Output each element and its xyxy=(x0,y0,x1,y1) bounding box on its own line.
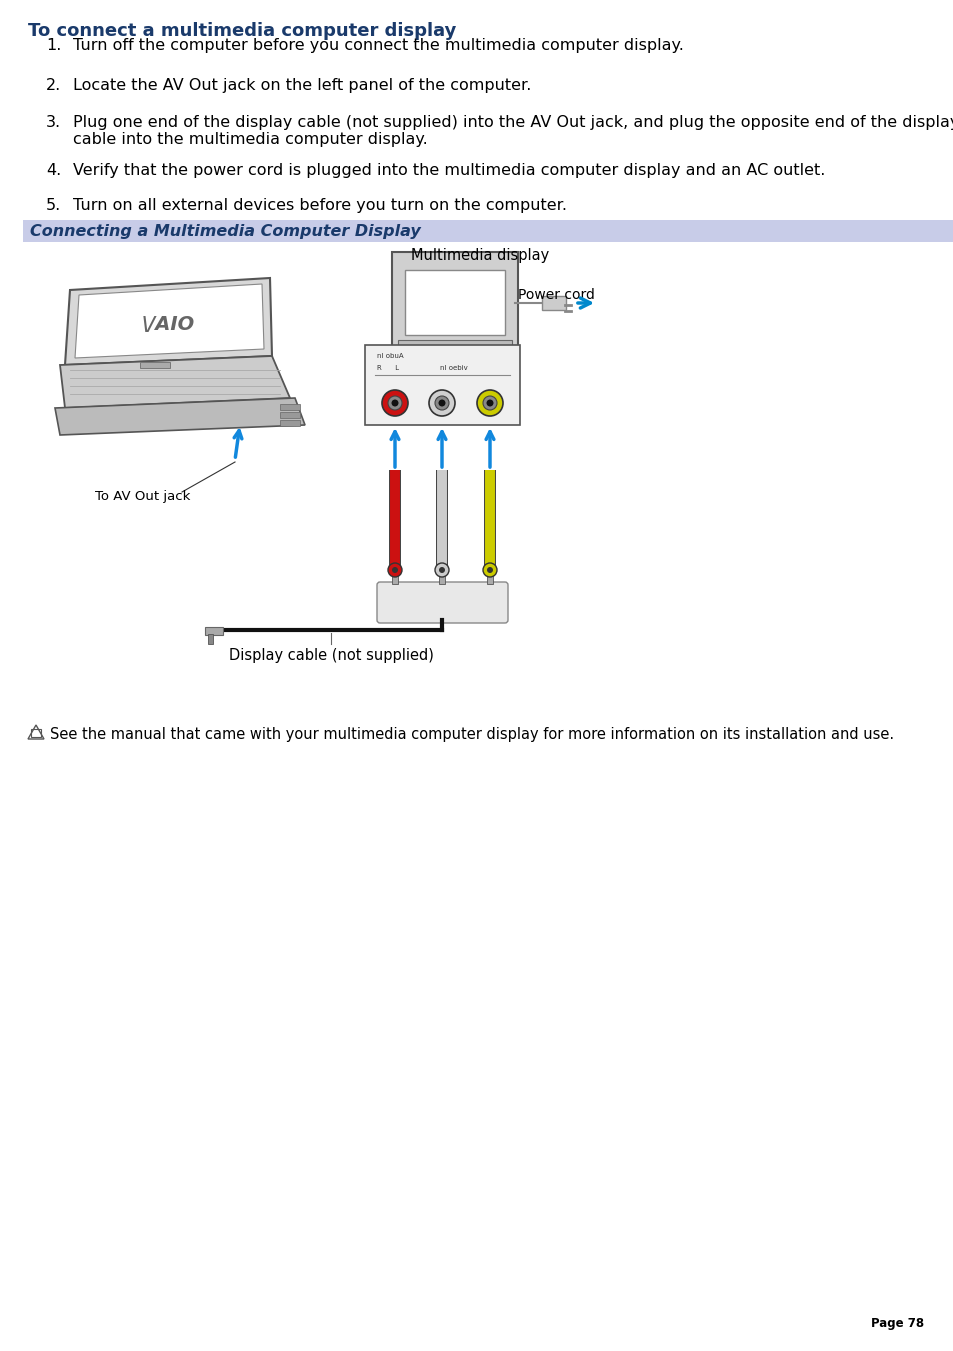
Text: To connect a multimedia computer display: To connect a multimedia computer display xyxy=(28,22,456,41)
Text: Connecting a Multimedia Computer Display: Connecting a Multimedia Computer Display xyxy=(30,224,420,239)
Text: Turn off the computer before you connect the multimedia computer display.: Turn off the computer before you connect… xyxy=(73,38,683,53)
Text: nl obuA: nl obuA xyxy=(376,353,403,359)
Text: nl oebiv: nl oebiv xyxy=(439,365,467,372)
Circle shape xyxy=(476,390,502,416)
Bar xyxy=(486,574,493,584)
Circle shape xyxy=(435,396,449,409)
Text: Display cable (not supplied): Display cable (not supplied) xyxy=(229,648,433,663)
Text: Power cord: Power cord xyxy=(517,288,595,303)
Circle shape xyxy=(486,567,493,573)
Text: Verify that the power cord is plugged into the multimedia computer display and a: Verify that the power cord is plugged in… xyxy=(73,163,824,178)
Bar xyxy=(30,730,41,738)
Bar xyxy=(208,634,213,644)
Bar xyxy=(365,345,519,426)
Bar xyxy=(140,362,170,367)
Text: To AV Out jack: To AV Out jack xyxy=(95,490,191,503)
Text: 3.: 3. xyxy=(46,115,61,130)
Circle shape xyxy=(429,390,455,416)
Circle shape xyxy=(388,563,401,577)
Bar xyxy=(392,574,397,584)
Bar xyxy=(205,627,223,635)
Text: Page 78: Page 78 xyxy=(870,1317,923,1329)
Bar xyxy=(442,349,467,357)
Circle shape xyxy=(438,400,445,407)
Text: See the manual that came with your multimedia computer display for more informat: See the manual that came with your multi… xyxy=(50,727,893,742)
Polygon shape xyxy=(75,284,264,358)
FancyBboxPatch shape xyxy=(392,253,517,349)
Text: Multimedia display: Multimedia display xyxy=(411,249,549,263)
Circle shape xyxy=(482,563,497,577)
Text: R      L: R L xyxy=(376,365,398,372)
Circle shape xyxy=(391,400,398,407)
Text: 4.: 4. xyxy=(46,163,61,178)
Bar xyxy=(280,404,299,409)
FancyBboxPatch shape xyxy=(541,296,565,309)
Circle shape xyxy=(392,567,397,573)
Polygon shape xyxy=(60,357,290,408)
Circle shape xyxy=(388,396,401,409)
Bar xyxy=(397,340,512,349)
Circle shape xyxy=(438,567,444,573)
Bar xyxy=(438,574,444,584)
Text: Plug one end of the display cable (not supplied) into the AV Out jack, and plug : Plug one end of the display cable (not s… xyxy=(73,115,953,147)
Bar xyxy=(23,220,953,242)
Text: 1.: 1. xyxy=(46,38,61,53)
FancyBboxPatch shape xyxy=(376,582,507,623)
Circle shape xyxy=(435,563,449,577)
Polygon shape xyxy=(65,278,272,365)
Text: \/AIO: \/AIO xyxy=(141,316,194,335)
Text: Locate the AV Out jack on the left panel of the computer.: Locate the AV Out jack on the left panel… xyxy=(73,78,531,93)
Circle shape xyxy=(486,400,493,407)
Text: 5.: 5. xyxy=(46,199,61,213)
Bar xyxy=(280,412,299,417)
Circle shape xyxy=(482,396,497,409)
Circle shape xyxy=(381,390,408,416)
Polygon shape xyxy=(55,399,305,435)
Bar xyxy=(405,270,504,335)
Text: Turn on all external devices before you turn on the computer.: Turn on all external devices before you … xyxy=(73,199,566,213)
Bar xyxy=(280,420,299,426)
Text: 2.: 2. xyxy=(46,78,61,93)
